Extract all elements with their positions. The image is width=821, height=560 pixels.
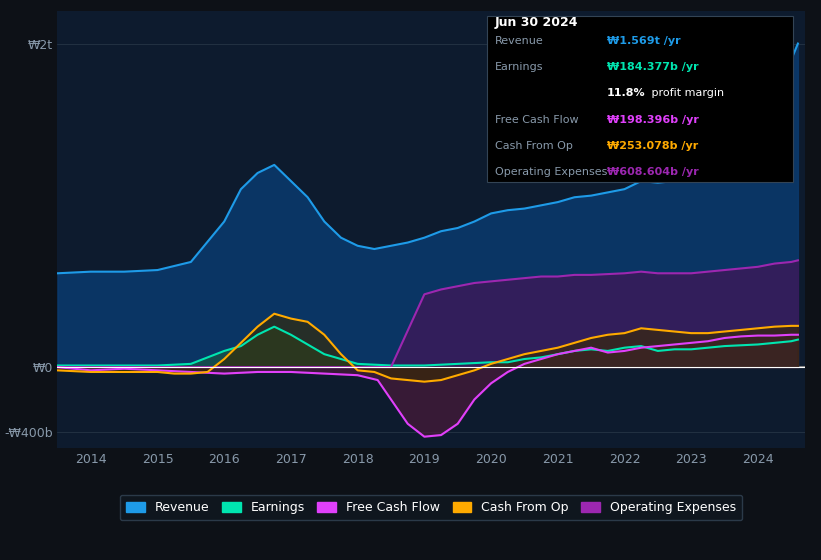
Text: Earnings: Earnings bbox=[494, 62, 543, 72]
Text: Cash From Op: Cash From Op bbox=[494, 141, 572, 151]
Legend: Revenue, Earnings, Free Cash Flow, Cash From Op, Operating Expenses: Revenue, Earnings, Free Cash Flow, Cash … bbox=[120, 495, 742, 520]
Text: Free Cash Flow: Free Cash Flow bbox=[494, 115, 578, 124]
Text: Revenue: Revenue bbox=[494, 36, 544, 46]
FancyBboxPatch shape bbox=[487, 16, 793, 181]
Text: ₩198.396b /yr: ₩198.396b /yr bbox=[607, 115, 699, 124]
Text: Jun 30 2024: Jun 30 2024 bbox=[494, 16, 578, 30]
Text: ₩1.569t /yr: ₩1.569t /yr bbox=[607, 36, 681, 46]
Text: ₩253.078b /yr: ₩253.078b /yr bbox=[607, 141, 698, 151]
Text: 11.8%: 11.8% bbox=[607, 88, 645, 99]
Text: ₩184.377b /yr: ₩184.377b /yr bbox=[607, 62, 698, 72]
Text: Operating Expenses: Operating Expenses bbox=[494, 167, 607, 177]
Text: profit margin: profit margin bbox=[648, 88, 724, 99]
Text: ₩608.604b /yr: ₩608.604b /yr bbox=[607, 167, 699, 177]
